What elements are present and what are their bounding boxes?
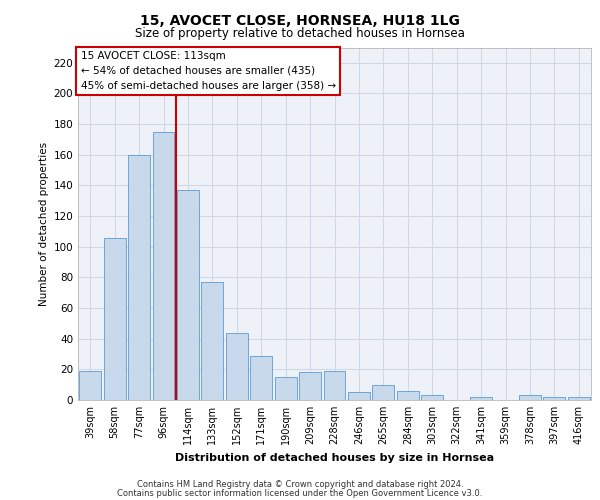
Bar (177, 190, 199, 400)
Text: 15, AVOCET CLOSE, HORNSEA, HU18 1LG: 15, AVOCET CLOSE, HORNSEA, HU18 1LG (140, 14, 460, 28)
Text: 15 AVOCET CLOSE: 113sqm
← 54% of detached houses are smaller (435)
45% of semi-d: 15 AVOCET CLOSE: 113sqm ← 54% of detache… (80, 51, 335, 90)
Bar (397, 391, 419, 400)
Bar (250, 356, 272, 400)
Bar (152, 132, 175, 400)
Bar (544, 397, 565, 400)
Y-axis label: Number of detached properties: Number of detached properties (39, 142, 49, 306)
Text: Contains public sector information licensed under the Open Government Licence v3: Contains public sector information licen… (118, 488, 482, 498)
Text: Size of property relative to detached houses in Hornsea: Size of property relative to detached ho… (135, 28, 465, 40)
X-axis label: Distribution of detached houses by size in Hornsea: Distribution of detached houses by size … (175, 452, 494, 462)
Bar (348, 392, 370, 400)
Bar (128, 155, 150, 400)
Bar (202, 282, 223, 400)
Text: Contains HM Land Registry data © Crown copyright and database right 2024.: Contains HM Land Registry data © Crown c… (137, 480, 463, 489)
Bar (104, 238, 125, 400)
Bar (568, 397, 590, 400)
Bar (226, 332, 248, 400)
Bar (79, 371, 101, 400)
Bar (323, 371, 346, 400)
Bar (373, 384, 394, 400)
Bar (470, 397, 492, 400)
Bar (275, 377, 296, 400)
Bar (299, 372, 321, 400)
Bar (519, 396, 541, 400)
Bar (421, 396, 443, 400)
